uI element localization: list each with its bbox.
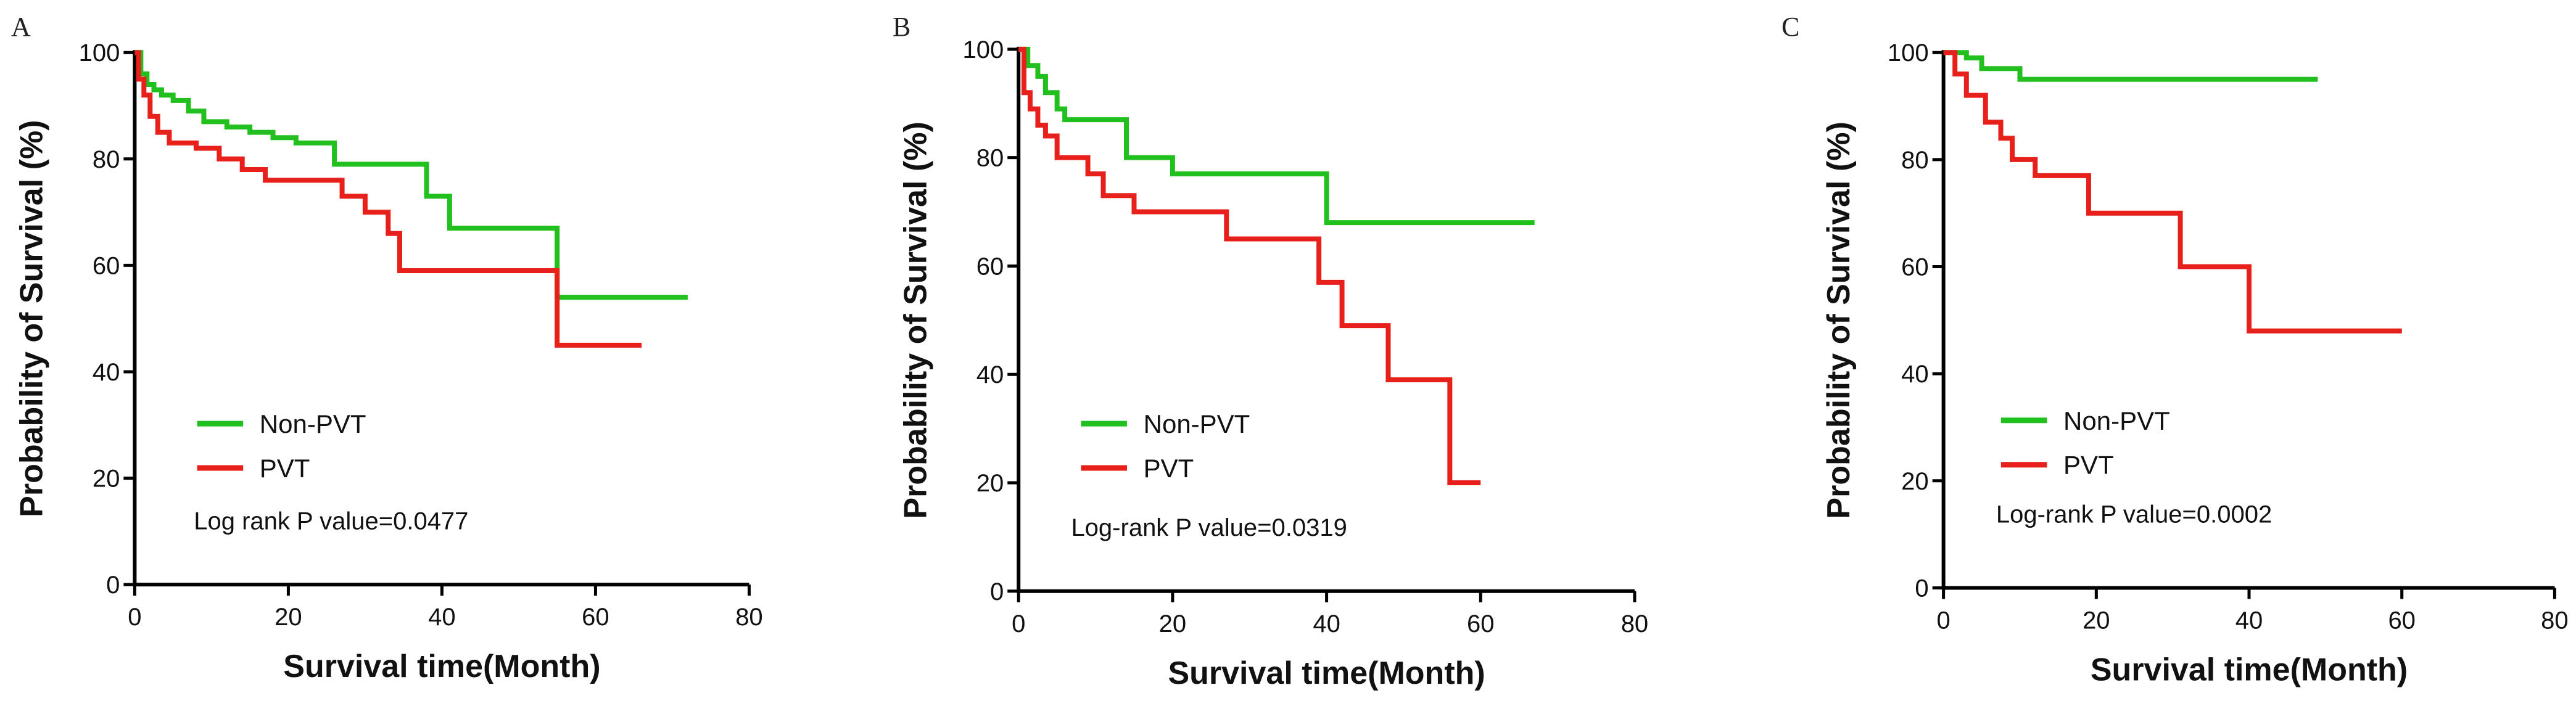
legend-label-nonpvt: Non-PVT	[2063, 406, 2170, 435]
x-tick-label: 40	[2235, 607, 2263, 634]
x-tick-label: 20	[275, 604, 302, 631]
x-tick-label: 0	[1012, 610, 1025, 638]
y-tick-label: 80	[93, 146, 120, 173]
survival-curves	[1943, 50, 2402, 334]
legend: Non-PVT PVT	[1081, 409, 1250, 483]
p-value-annotation: Log rank P value=0.0477	[194, 507, 468, 535]
panel-b: B 0 20 40 60 80 100 0 20 40 60 80 Non-PVT PVT Log…	[893, 12, 1648, 691]
survival-curve-nonpvt	[1943, 50, 2318, 82]
panel-a: A 0 20 40 60 80 100 0 20 40 60 80 Non-PVT PVT Log…	[11, 12, 763, 684]
x-axis-ticks: 0 20 40 60 80	[1012, 591, 1648, 638]
y-tick-label: 80	[976, 145, 1004, 172]
x-tick-label: 80	[2541, 607, 2569, 634]
x-axis-ticks: 0 20 40 60 80	[128, 585, 763, 631]
x-tick-label: 40	[428, 604, 456, 631]
legend-label-pvt: PVT	[1144, 454, 1194, 483]
panel-letter-a: A	[11, 12, 31, 42]
x-tick-label: 60	[2388, 607, 2416, 634]
legend: Non-PVT PVT	[197, 409, 366, 483]
p-value-annotation: Log-rank P value=0.0319	[1071, 514, 1347, 541]
x-tick-label: 0	[128, 604, 141, 631]
panel-letter-c: C	[1781, 12, 1799, 42]
legend-label-pvt: PVT	[2063, 451, 2114, 480]
x-axis-title: Survival time(Month)	[2091, 652, 2408, 687]
y-tick-label: 60	[1901, 254, 1929, 281]
axes-frame	[1941, 50, 2555, 590]
y-axis-title: Probability of Survival (%)	[898, 121, 933, 519]
x-tick-label: 20	[2083, 607, 2110, 634]
panel-letter-b: B	[893, 12, 910, 42]
y-tick-label: 20	[976, 470, 1004, 497]
survival-curve-pvt	[134, 50, 642, 348]
x-tick-label: 20	[1159, 610, 1187, 638]
y-tick-label: 0	[1915, 575, 1928, 602]
y-axis-ticks: 0 20 40 60 80 100	[79, 39, 135, 599]
y-axis-title: Probability of Survival (%)	[1821, 121, 1857, 519]
y-tick-label: 20	[1901, 468, 1929, 495]
survival-curves	[1018, 46, 1535, 485]
x-tick-label: 0	[1937, 607, 1951, 634]
y-tick-label: 100	[1888, 39, 1929, 67]
y-tick-label: 80	[1901, 147, 1929, 174]
axes-frame	[133, 50, 749, 587]
x-tick-label: 40	[1313, 610, 1340, 638]
x-axis-title: Survival time(Month)	[1168, 655, 1485, 691]
survival-curve-nonpvt	[1018, 46, 1535, 226]
y-axis-title: Probability of Survival (%)	[14, 120, 50, 517]
y-tick-label: 20	[93, 466, 120, 493]
y-axis-ticks: 0 20 40 60 80 100	[1888, 39, 1944, 602]
y-tick-label: 100	[79, 39, 120, 67]
y-tick-label: 40	[93, 359, 120, 386]
x-axis-title: Survival time(Month)	[283, 649, 600, 684]
y-tick-label: 0	[990, 578, 1004, 605]
panel-c: C 0 20 40 60 80 100 0 20 40 60 80 Non-PVT PVT Log…	[1781, 12, 2569, 687]
y-tick-label: 60	[93, 252, 120, 279]
legend-label-pvt: PVT	[260, 454, 310, 483]
survival-curve-pvt	[1943, 50, 2402, 334]
y-tick-label: 100	[962, 36, 1004, 64]
p-value-annotation: Log-rank P value=0.0002	[1996, 501, 2272, 528]
survival-curves	[134, 50, 688, 348]
x-tick-label: 60	[582, 604, 609, 631]
y-tick-label: 60	[976, 253, 1004, 280]
y-tick-label: 40	[976, 361, 1004, 388]
y-tick-label: 40	[1901, 361, 1929, 388]
y-tick-label: 0	[106, 572, 120, 599]
y-axis-ticks: 0 20 40 60 80 100	[962, 36, 1019, 605]
legend-label-nonpvt: Non-PVT	[260, 409, 366, 438]
legend: Non-PVT PVT	[2000, 406, 2170, 480]
axes-frame	[1017, 46, 1635, 593]
x-axis-ticks: 0 20 40 60 80	[1937, 588, 2569, 634]
survival-curve-nonpvt	[134, 50, 688, 300]
survival-curve-pvt	[1018, 46, 1481, 485]
legend-label-nonpvt: Non-PVT	[1144, 409, 1250, 438]
x-tick-label: 80	[1621, 610, 1649, 638]
x-tick-label: 60	[1467, 610, 1495, 638]
x-tick-label: 80	[735, 604, 763, 631]
